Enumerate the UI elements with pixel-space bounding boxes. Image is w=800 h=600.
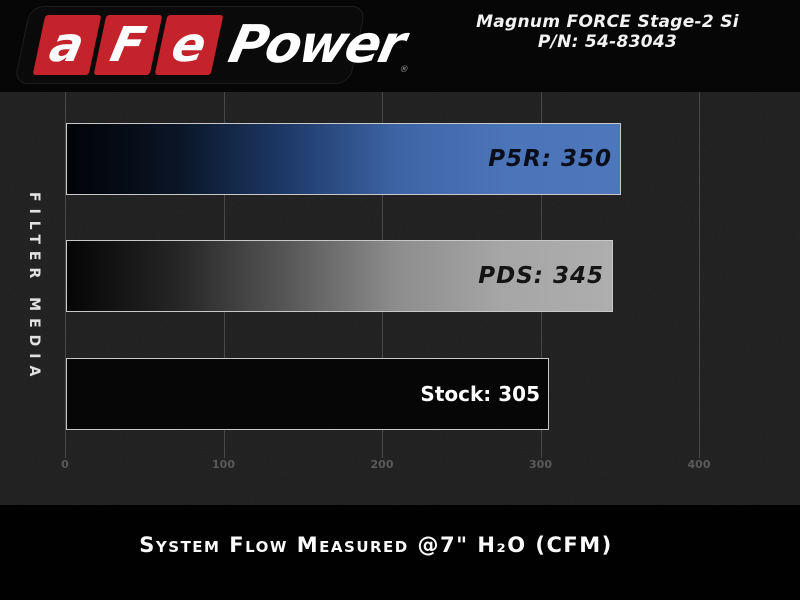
x-tick-label-0: 0 xyxy=(61,458,69,471)
gridline-400 xyxy=(699,92,700,458)
product-info: Magnum FORCE Stage-2 Si P/N: 54-83043 xyxy=(420,12,795,52)
logo-red-block: F xyxy=(93,15,163,75)
bar-value-label: P5R: 350 xyxy=(488,146,612,172)
flow-bar-chart: FILTER MEDIA 0 100 200 300 400 P5R: 350 PDS: 3… xyxy=(0,92,800,505)
logo-red-block: a xyxy=(32,15,102,75)
logo-red-block: e xyxy=(154,15,224,75)
logo-letter-a: a xyxy=(44,17,90,73)
bar-pds: PDS: 345 xyxy=(66,240,613,312)
afe-power-logo: a F e Power ® xyxy=(13,6,410,84)
bar-stock: Stock: 305 xyxy=(66,358,549,430)
logo-letter-f: F xyxy=(105,17,151,73)
footer: System Flow Measured @7" H₂O (CFM) xyxy=(0,505,800,600)
x-tick-label-100: 100 xyxy=(212,458,235,471)
bar-value-label: PDS: 345 xyxy=(478,263,604,289)
y-axis-label: FILTER MEDIA xyxy=(26,192,42,384)
x-tick-label-400: 400 xyxy=(687,458,711,471)
logo-letter-e: e xyxy=(166,17,212,73)
header: a F e Power ® Magnum FORCE Stage-2 Si P/… xyxy=(0,0,800,92)
product-name: Magnum FORCE Stage-2 Si xyxy=(476,12,739,32)
chart-caption: System Flow Measured @7" H₂O (CFM) xyxy=(139,533,613,557)
logo-word-power: Power xyxy=(223,15,410,75)
product-part-number: P/N: 54-83043 xyxy=(537,32,678,52)
registered-trademark-icon: ® xyxy=(398,65,410,75)
x-tick-label-200: 200 xyxy=(370,458,394,471)
x-tick-label-300: 300 xyxy=(529,458,552,471)
bar-p5r: P5R: 350 xyxy=(66,123,621,195)
bar-value-label: Stock: 305 xyxy=(420,382,540,406)
